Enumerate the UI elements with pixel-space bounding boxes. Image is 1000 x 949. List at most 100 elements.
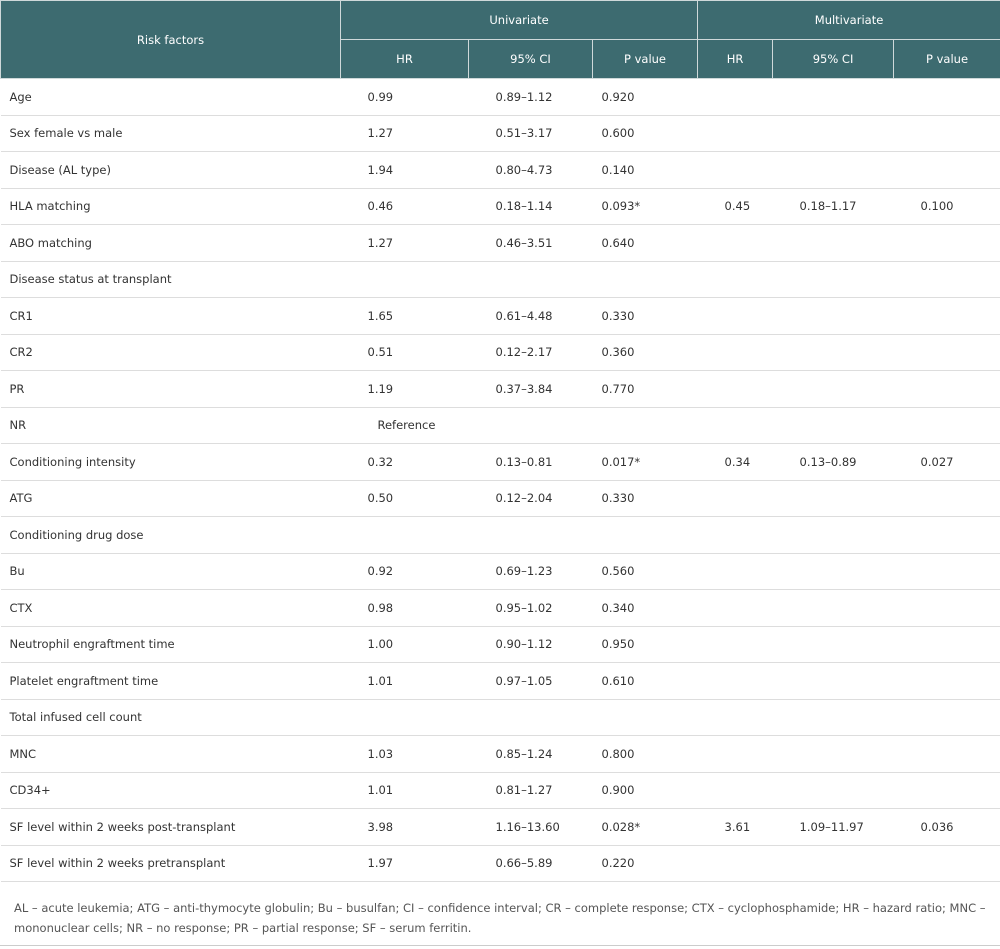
cell-multivariate-hr — [697, 516, 773, 554]
cell-univariate-ci: 0.61–4.48 — [468, 297, 593, 335]
cell-univariate-p: 0.340 — [592, 589, 698, 627]
cell-univariate-p: 0.140 — [592, 151, 698, 189]
cell-univariate-hr: 3.98 — [340, 808, 469, 846]
cell-univariate-ci — [468, 699, 593, 736]
cell-univariate-ci: 0.69–1.23 — [468, 553, 593, 590]
cell-multivariate-hr — [697, 151, 773, 189]
table-row: MNC 1.03 0.85–1.24 0.800 — [0, 735, 1000, 773]
cell-multivariate-p — [893, 78, 1000, 116]
cell-univariate-hr: 0.51 — [340, 334, 469, 371]
cell-multivariate-p — [893, 407, 1000, 444]
header-multivariate-hr: HR — [697, 39, 774, 79]
cell-multivariate-p: 0.036 — [893, 808, 1000, 846]
cell-univariate-ci — [468, 261, 593, 298]
cell-univariate-ci: 0.12–2.04 — [468, 480, 593, 517]
cell-multivariate-p — [893, 370, 1000, 408]
cell-multivariate-ci — [772, 115, 894, 152]
cell-multivariate-ci — [772, 78, 894, 116]
cell-univariate-hr: 1.01 — [340, 772, 469, 809]
cell-multivariate-hr — [697, 772, 773, 809]
cell-risk-factor: CTX — [0, 589, 341, 627]
cell-risk-factor: Bu — [0, 553, 341, 590]
cell-multivariate-p — [893, 224, 1000, 262]
risk-factors-table: Risk factors Univariate Multivariate HR … — [0, 0, 1000, 882]
table-row: SF level within 2 weeks pretransplant 1.9… — [0, 845, 1000, 882]
cell-multivariate-p — [893, 662, 1000, 700]
cell-univariate-p: 0.330 — [592, 297, 698, 335]
cell-univariate-ci — [468, 407, 593, 444]
cell-univariate-ci: 1.16–13.60 — [468, 808, 593, 846]
table-row: Conditioning drug dose — [0, 516, 1000, 554]
bottom-divider — [0, 945, 1000, 946]
cell-multivariate-p — [893, 699, 1000, 736]
cell-multivariate-p — [893, 516, 1000, 554]
cell-multivariate-hr — [697, 261, 773, 298]
cell-univariate-p: 0.950 — [592, 626, 698, 663]
cell-univariate-ci: 0.66–5.89 — [468, 845, 593, 882]
cell-multivariate-ci — [772, 516, 894, 554]
cell-risk-factor: Disease status at transplant — [0, 261, 341, 298]
cell-multivariate-hr: 3.61 — [697, 808, 773, 846]
cell-risk-factor: Conditioning intensity — [0, 443, 341, 481]
cell-univariate-p: 0.093* — [592, 188, 698, 225]
table-footnote: AL – acute leukemia; ATG – anti-thymocyt… — [14, 901, 986, 935]
table-row: HLA matching 0.46 0.18–1.14 0.093* 0.45 0.18–… — [0, 188, 1000, 225]
cell-multivariate-ci — [772, 370, 894, 408]
cell-univariate-p: 0.028* — [592, 808, 698, 846]
cell-multivariate-ci — [772, 151, 894, 189]
cell-multivariate-hr — [697, 662, 773, 700]
cell-multivariate-ci — [772, 480, 894, 517]
header-univariate-ci: 95% CI — [468, 39, 593, 79]
cell-univariate-hr: 1.27 — [340, 115, 469, 152]
table-header: Risk factors Univariate Multivariate HR … — [0, 0, 1000, 79]
cell-univariate-p: 0.560 — [592, 553, 698, 590]
cell-multivariate-hr — [697, 626, 773, 663]
cell-risk-factor: CR1 — [0, 297, 341, 335]
cell-risk-factor: ATG — [0, 480, 341, 517]
cell-univariate-hr: Reference — [340, 407, 469, 444]
cell-multivariate-ci — [772, 845, 894, 882]
table-row: CD34+ 1.01 0.81–1.27 0.900 — [0, 772, 1000, 809]
cell-univariate-hr — [340, 699, 469, 736]
cell-univariate-ci — [468, 516, 593, 554]
cell-multivariate-p — [893, 735, 1000, 773]
cell-multivariate-p — [893, 772, 1000, 809]
table-row: Bu 0.92 0.69–1.23 0.560 — [0, 553, 1000, 590]
cell-univariate-p: 0.920 — [592, 78, 698, 116]
cell-multivariate-ci — [772, 662, 894, 700]
cell-multivariate-p — [893, 151, 1000, 189]
cell-risk-factor: SF level within 2 weeks pretransplant — [0, 845, 341, 882]
cell-risk-factor: CD34+ — [0, 772, 341, 809]
table-row: Platelet engraftment time 1.01 0.97–1.05 0.… — [0, 662, 1000, 700]
table-row: CR2 0.51 0.12–2.17 0.360 — [0, 334, 1000, 371]
cell-univariate-p — [592, 261, 698, 298]
cell-univariate-hr — [340, 516, 469, 554]
cell-multivariate-ci: 1.09–11.97 — [772, 808, 894, 846]
cell-multivariate-hr — [697, 370, 773, 408]
cell-univariate-p — [592, 699, 698, 736]
table-row: NR Reference — [0, 407, 1000, 444]
cell-multivariate-ci — [772, 224, 894, 262]
cell-multivariate-hr: 0.45 — [697, 188, 773, 225]
table-row: Total infused cell count — [0, 699, 1000, 736]
cell-univariate-ci: 0.97–1.05 — [468, 662, 593, 700]
cell-univariate-hr: 0.32 — [340, 443, 469, 481]
cell-risk-factor: NR — [0, 407, 341, 444]
cell-univariate-hr: 1.00 — [340, 626, 469, 663]
cell-multivariate-ci — [772, 407, 894, 444]
cell-univariate-p: 0.900 — [592, 772, 698, 809]
cell-multivariate-hr — [697, 699, 773, 736]
cell-univariate-hr: 0.46 — [340, 188, 469, 225]
cell-multivariate-hr: 0.34 — [697, 443, 773, 481]
table-row: CTX 0.98 0.95–1.02 0.340 — [0, 589, 1000, 627]
cell-univariate-hr: 1.19 — [340, 370, 469, 408]
cell-multivariate-hr — [697, 407, 773, 444]
cell-univariate-ci: 0.85–1.24 — [468, 735, 593, 773]
cell-risk-factor: PR — [0, 370, 341, 408]
cell-multivariate-hr — [697, 334, 773, 371]
cell-univariate-ci: 0.37–3.84 — [468, 370, 593, 408]
cell-multivariate-ci — [772, 553, 894, 590]
table-row: Conditioning intensity 0.32 0.13–0.81 0.017… — [0, 443, 1000, 481]
cell-univariate-hr: 0.98 — [340, 589, 469, 627]
cell-univariate-p: 0.360 — [592, 334, 698, 371]
